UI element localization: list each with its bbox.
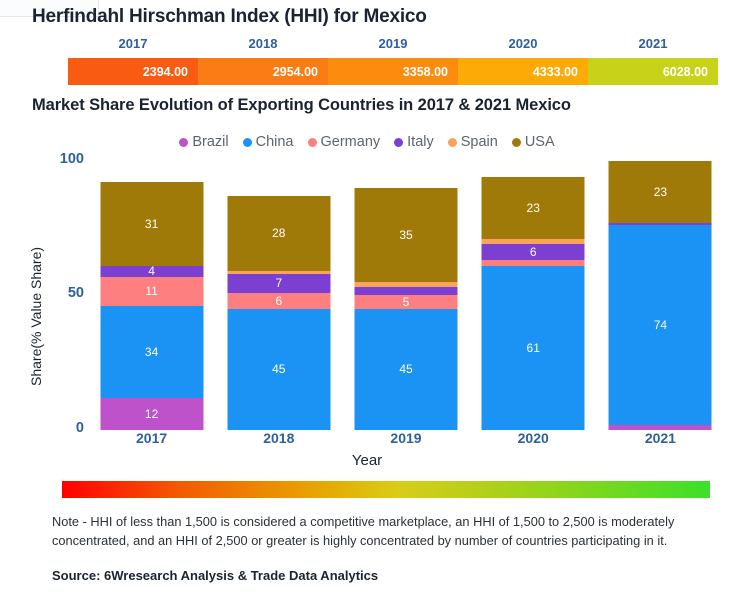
hhi-title: Herfindahl Hirschman Index (HHI) for Mex… <box>32 6 427 27</box>
bar-segment-brazil[interactable]: 12 <box>100 397 204 430</box>
stacked-bar[interactable]: 61 6 23 <box>481 176 585 430</box>
legend-label: Brazil <box>192 134 229 150</box>
hhi-value-segment: 3358.00 <box>328 58 458 85</box>
bar-segment-spain[interactable] <box>354 281 458 288</box>
y-tick-label: 50 <box>67 285 84 302</box>
hhi-value-bar: 2394.00 2954.00 3358.00 4333.00 6028.00 <box>68 58 718 85</box>
bar-segment-usa[interactable]: 23 <box>608 160 712 223</box>
legend-swatch-icon <box>307 137 317 147</box>
bar-segment-china[interactable]: 34 <box>100 306 204 398</box>
hhi-value-segment: 6028.00 <box>588 58 718 85</box>
x-tick-label: 2018 <box>263 430 295 446</box>
hhi-year-label: 2018 <box>248 36 278 51</box>
hhi-value-segment: 4333.00 <box>458 58 588 85</box>
bar-segment-italy[interactable]: 4 <box>100 265 204 277</box>
bar-segment-china[interactable]: 74 <box>608 225 712 425</box>
legend-label: Germany <box>320 134 381 150</box>
y-axis-ticks: 100 50 0 <box>18 151 84 436</box>
chart-title: Market Share Evolution of Exporting Coun… <box>32 96 571 114</box>
right-edge-artifact <box>720 28 734 154</box>
legend-item-brazil[interactable]: Brazil <box>179 134 229 150</box>
hhi-year-row: 2017 2018 2019 2020 2021 <box>68 36 718 56</box>
hhi-gradient-scale <box>62 481 710 498</box>
bar-segment-germany[interactable]: 5 <box>354 295 458 309</box>
y-tick-label: 100 <box>59 150 84 167</box>
x-axis-label: Year <box>351 452 383 469</box>
bar-segment-brazil[interactable] <box>608 424 712 430</box>
legend-item-usa[interactable]: USA <box>511 134 555 150</box>
stacked-bar[interactable]: 45 6 7 28 <box>227 195 331 430</box>
bar-segment-germany[interactable]: 6 <box>227 292 331 309</box>
bar-segment-germany[interactable] <box>481 260 585 266</box>
bar-segment-china[interactable]: 61 <box>481 265 585 430</box>
bar-column: 61 6 23 <box>470 158 597 430</box>
bar-segment-usa[interactable]: 23 <box>481 176 585 239</box>
source-text: Source: 6Wresearch Analysis & Trade Data… <box>52 568 379 583</box>
x-tick-label: 2017 <box>136 430 168 446</box>
hhi-year-label: 2020 <box>508 36 538 51</box>
bar-segment-spain[interactable] <box>481 238 585 245</box>
legend-label: Spain <box>460 134 498 150</box>
bar-segment-usa[interactable]: 31 <box>100 182 204 266</box>
hhi-year-label: 2019 <box>378 36 408 51</box>
legend-label: Italy <box>407 134 434 150</box>
legend-item-china[interactable]: China <box>242 134 294 150</box>
x-tick-label: 2019 <box>390 430 422 446</box>
x-tick-label: 2021 <box>644 430 676 446</box>
bar-segment-italy[interactable] <box>354 287 458 296</box>
bar-segment-china[interactable]: 45 <box>227 308 331 430</box>
legend-swatch-icon <box>511 137 521 147</box>
hhi-value-segment: 2954.00 <box>198 58 328 85</box>
top-left-artifact <box>0 0 99 17</box>
legend-swatch-icon <box>242 137 252 147</box>
y-tick-label: 0 <box>75 420 84 436</box>
bar-segment-spain[interactable] <box>227 271 331 274</box>
hhi-value-segment: 2394.00 <box>68 58 198 85</box>
bar-segment-china[interactable]: 45 <box>354 308 458 430</box>
note-text: Note - HHI of less than 1,500 is conside… <box>52 514 675 548</box>
bar-segment-usa[interactable]: 35 <box>354 187 458 282</box>
bar-column: 12 34 11 4 31 <box>88 158 215 430</box>
legend-label: USA <box>524 134 555 150</box>
bar-column: 74 23 <box>597 158 724 430</box>
stacked-bar[interactable]: 45 5 35 <box>354 187 458 430</box>
legend-item-italy[interactable]: Italy <box>394 134 434 150</box>
bar-segment-germany[interactable]: 11 <box>100 276 204 307</box>
bar-segment-italy[interactable]: 6 <box>481 244 585 261</box>
legend-swatch-icon <box>394 137 404 147</box>
bar-group: 12 34 11 4 31 45 6 7 28 45 5 35 61 6 23 74 23 <box>88 158 724 430</box>
x-tick-label: 2020 <box>517 430 549 446</box>
stacked-bar[interactable]: 74 23 <box>608 160 712 430</box>
legend-item-spain[interactable]: Spain <box>447 134 498 150</box>
hhi-year-label: 2017 <box>118 36 148 51</box>
bar-segment-italy[interactable] <box>608 222 712 226</box>
bar-column: 45 5 35 <box>342 158 469 430</box>
legend-label: China <box>255 134 294 150</box>
chart-legend: Brazil China Germany Italy Spain USA <box>0 130 734 154</box>
bar-column: 45 6 7 28 <box>215 158 342 430</box>
hhi-year-label: 2021 <box>638 36 668 51</box>
bar-segment-usa[interactable]: 28 <box>227 195 331 272</box>
bar-segment-italy[interactable]: 7 <box>227 273 331 293</box>
x-axis-ticks: 2017 2018 2019 2020 2021 <box>88 430 724 452</box>
stacked-bar[interactable]: 12 34 11 4 31 <box>100 182 204 430</box>
legend-swatch-icon <box>179 137 189 147</box>
legend-item-germany[interactable]: Germany <box>307 134 381 150</box>
legend-swatch-icon <box>447 137 457 147</box>
chart-plot-area: Share(% Value Share) 100 50 0 12 34 11 4 31 45 6… <box>0 151 734 469</box>
